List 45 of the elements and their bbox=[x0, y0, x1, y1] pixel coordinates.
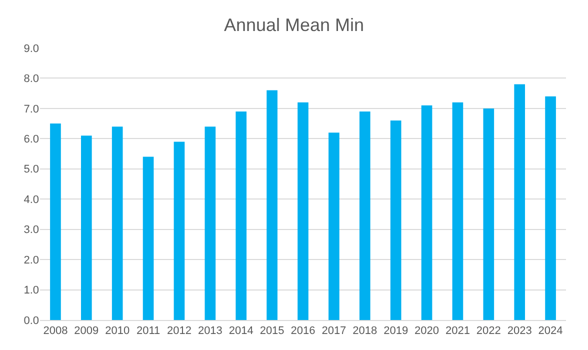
y-tick-label: 0.0 bbox=[24, 314, 39, 327]
x-tick-label: 2024 bbox=[538, 325, 563, 338]
bar bbox=[483, 108, 494, 320]
x-tick-label: 2018 bbox=[352, 325, 378, 338]
x-tick-label: 2021 bbox=[445, 325, 470, 338]
y-tick-label: 3.0 bbox=[24, 224, 39, 236]
x-tick-label: 2014 bbox=[228, 325, 254, 338]
y-tick-label: 1.0 bbox=[24, 284, 39, 297]
bar bbox=[112, 126, 123, 320]
x-tick-label: 2011 bbox=[136, 325, 160, 338]
y-tick-label: 9.0 bbox=[24, 42, 39, 55]
x-tick-label: 2012 bbox=[167, 325, 192, 338]
bar bbox=[174, 142, 185, 320]
bar bbox=[545, 96, 556, 320]
bar bbox=[452, 102, 464, 320]
x-tick-label: 2010 bbox=[105, 325, 130, 338]
y-tick-label: 6.0 bbox=[24, 134, 39, 146]
x-tick-label: 2013 bbox=[198, 325, 222, 338]
bar bbox=[50, 124, 61, 320]
x-tick-label: 2015 bbox=[260, 325, 284, 338]
y-tick-label: 8.0 bbox=[24, 73, 39, 86]
bar bbox=[359, 111, 370, 320]
x-tick-label: 2009 bbox=[74, 325, 99, 338]
y-tick-label: 7.0 bbox=[24, 103, 39, 116]
bar bbox=[204, 126, 216, 320]
x-tick-label: 2022 bbox=[476, 325, 501, 338]
bar bbox=[81, 136, 92, 320]
bar bbox=[236, 111, 247, 320]
chart-title: Annual Mean Min bbox=[224, 14, 364, 35]
y-tick-label: 4.0 bbox=[24, 194, 39, 206]
x-tick-label: 2019 bbox=[384, 325, 408, 338]
bar bbox=[390, 120, 402, 320]
y-tick-label: 5.0 bbox=[24, 164, 39, 176]
x-tick-label: 2020 bbox=[414, 325, 439, 338]
bar bbox=[266, 90, 278, 320]
x-tick-label: 2017 bbox=[322, 325, 346, 338]
x-tick-label: 2016 bbox=[290, 325, 316, 338]
bar bbox=[328, 132, 340, 320]
y-tick-label: 2.0 bbox=[24, 254, 39, 266]
bar bbox=[421, 105, 432, 320]
bar bbox=[298, 102, 308, 320]
x-tick-label: 2023 bbox=[507, 325, 532, 338]
bar bbox=[142, 156, 154, 320]
bar bbox=[514, 84, 525, 320]
x-tick-label: 2008 bbox=[43, 325, 68, 338]
